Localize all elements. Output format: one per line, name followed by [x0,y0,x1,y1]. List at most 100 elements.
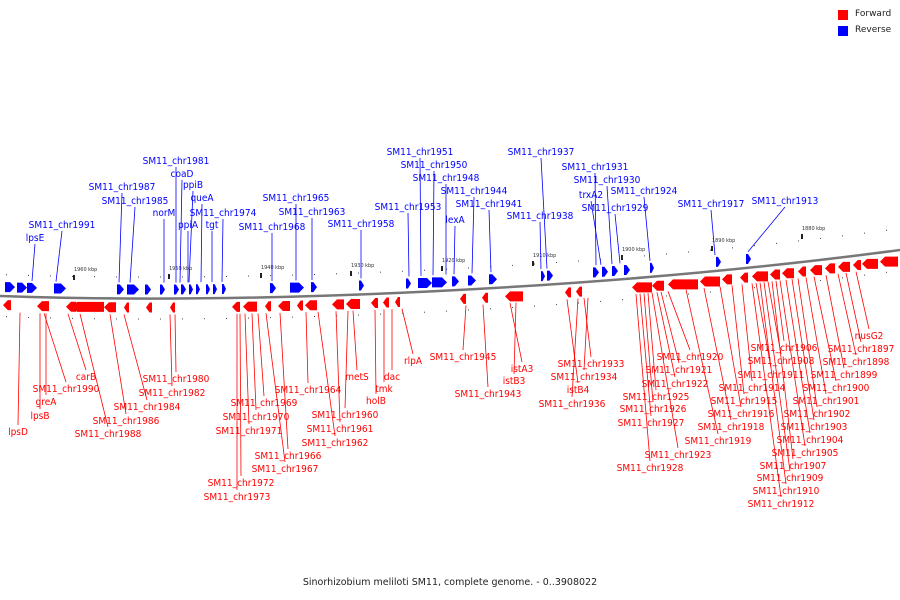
gene-label[interactable]: SM11_chr1922 [642,379,709,390]
gene-label[interactable]: SM11_chr1926 [620,404,687,415]
gene-arrow[interactable] [632,282,652,293]
gene-label[interactable]: SM11_chr1944 [441,186,508,197]
gene-arrow[interactable] [174,284,179,295]
gene-arrow[interactable] [489,274,497,285]
gene-label[interactable]: dac [384,372,400,383]
gene-label[interactable]: SM11_chr1929 [582,203,649,214]
gene-arrow[interactable] [740,272,748,283]
gene-arrow[interactable] [716,256,721,267]
gene-label[interactable]: greA [36,397,58,408]
gene-label[interactable]: SM11_chr1972 [208,478,275,489]
gene-label[interactable]: SM11_chr1934 [551,372,618,383]
gene-label[interactable]: SM11_chr1923 [645,450,712,461]
gene-label[interactable]: norM [153,208,176,219]
gene-label[interactable]: SM11_chr1961 [307,424,374,435]
gene-label[interactable]: SM11_chr1943 [455,389,522,400]
gene-arrow[interactable] [652,280,664,291]
gene-label[interactable]: SM11_chr1933 [558,359,625,370]
gene-arrow[interactable] [593,267,599,278]
gene-label[interactable]: metS [345,372,369,383]
gene-arrow[interactable] [612,265,618,276]
gene-label[interactable]: nusG2 [855,331,884,342]
gene-arrow[interactable] [146,302,152,313]
gene-arrow[interactable] [37,301,49,312]
gene-label[interactable]: ppiA [178,220,199,231]
gene-label[interactable]: SM11_chr1902 [784,409,851,420]
gene-arrow[interactable] [406,278,411,289]
gene-label[interactable]: ppiB [183,180,203,191]
gene-arrow[interactable] [305,300,317,311]
gene-arrow[interactable] [668,279,698,290]
gene-label[interactable]: SM11_chr1915 [711,396,778,407]
gene-label[interactable]: SM11_chr1938 [507,211,574,222]
gene-arrow[interactable] [72,301,104,312]
gene-arrow[interactable] [145,284,151,295]
gene-label[interactable]: SM11_chr1962 [302,438,369,449]
gene-label[interactable]: SM11_chr1971 [216,426,283,437]
gene-arrow[interactable] [452,276,459,287]
gene-label[interactable]: SM11_chr1899 [811,370,878,381]
gene-label[interactable]: SM11_chr1948 [413,173,480,184]
gene-arrow[interactable] [602,266,608,277]
gene-label[interactable]: SM11_chr1969 [231,398,298,409]
gene-arrow[interactable] [213,284,217,295]
gene-arrow[interactable] [117,284,124,295]
gene-arrow[interactable] [432,277,447,288]
gene-label[interactable]: SM11_chr1937 [508,147,575,158]
gene-arrow[interactable] [371,298,378,309]
gene-label[interactable]: SM11_chr1958 [328,219,395,230]
gene-label[interactable]: istB4 [567,385,590,396]
gene-arrow[interactable] [383,297,389,308]
gene-label[interactable]: carB [76,372,96,383]
gene-arrow[interactable] [746,253,751,264]
gene-arrow[interactable] [722,274,732,285]
gene-arrow[interactable] [270,283,276,294]
gene-label[interactable]: rlpA [404,356,423,367]
gene-label[interactable]: SM11_chr1912 [748,499,815,510]
gene-label[interactable]: SM11_chr1941 [456,199,523,210]
gene-arrow[interactable] [54,283,66,294]
gene-arrow[interactable] [825,263,835,274]
gene-arrow[interactable] [17,282,27,293]
gene-label[interactable]: SM11_chr1981 [143,156,210,167]
gene-arrow[interactable] [460,293,466,304]
gene-label[interactable]: SM11_chr1931 [562,162,629,173]
gene-label[interactable]: SM11_chr1909 [757,473,824,484]
gene-label[interactable]: SM11_chr1918 [698,422,765,433]
gene-arrow[interactable] [547,270,553,281]
gene-label[interactable]: istB3 [503,376,526,387]
gene-label[interactable]: SM11_chr1920 [657,352,724,363]
gene-label[interactable]: SM11_chr1980 [143,374,210,385]
gene-arrow[interactable] [359,280,364,291]
gene-arrow[interactable] [880,256,898,267]
gene-label[interactable]: SM11_chr1984 [114,402,181,413]
gene-label[interactable]: SM11_chr1936 [539,399,606,410]
gene-label[interactable]: SM11_chr1913 [752,196,819,207]
gene-label[interactable]: SM11_chr1906 [751,343,818,354]
gene-arrow[interactable] [624,265,630,276]
gene-label[interactable]: SM11_chr1987 [89,182,156,193]
gene-arrow[interactable] [418,278,432,289]
gene-label[interactable]: SM11_chr1905 [772,448,839,459]
gene-arrow[interactable] [181,284,186,295]
gene-label[interactable]: SM11_chr1924 [611,186,678,197]
gene-arrow[interactable] [160,284,165,295]
gene-arrow[interactable] [853,260,861,271]
gene-label[interactable]: SM11_chr1907 [760,461,827,472]
gene-label[interactable]: SM11_chr1970 [223,412,290,423]
gene-arrow[interactable] [810,265,822,276]
gene-arrow[interactable] [482,292,488,303]
gene-label[interactable]: SM11_chr1988 [75,429,142,440]
gene-arrow[interactable] [232,301,240,312]
gene-arrow[interactable] [124,302,129,313]
gene-label[interactable]: SM11_chr1898 [823,357,890,368]
gene-label[interactable]: SM11_chr1986 [93,416,160,427]
gene-label[interactable]: SM11_chr1897 [828,344,895,355]
gene-label[interactable]: tmk [375,384,393,395]
gene-label[interactable]: SM11_chr1925 [623,392,690,403]
gene-arrow[interactable] [27,282,37,293]
gene-label[interactable]: lexA [445,215,465,226]
gene-label[interactable]: SM11_chr1911 [738,370,805,381]
gene-arrow[interactable] [297,300,303,311]
gene-label[interactable]: istA3 [511,364,534,375]
